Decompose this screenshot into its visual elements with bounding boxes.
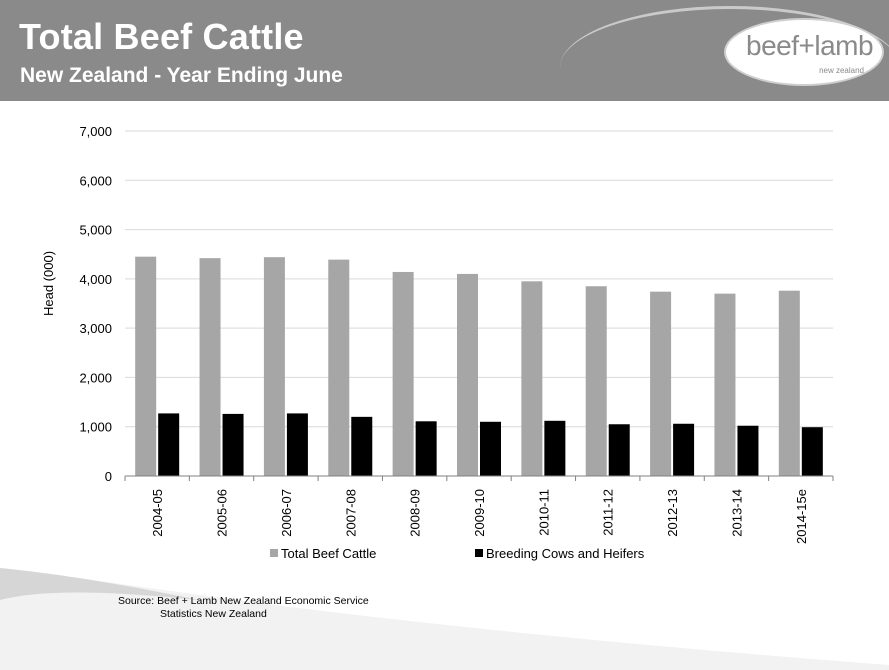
x-tick-label: 2006-07: [279, 489, 294, 537]
bar-total-beef-cattle: [714, 293, 736, 476]
y-tick-label: 6,000: [79, 173, 112, 188]
x-tick-label: 2014-15e: [794, 489, 809, 544]
legend-label: Breeding Cows and Heifers: [486, 546, 645, 561]
page-title: Total Beef Cattle: [19, 16, 304, 57]
bar-total-beef-cattle: [135, 256, 157, 476]
bar-breeding-cows-heifers: [351, 416, 373, 476]
bar-breeding-cows-heifers: [286, 413, 308, 476]
x-tick-label: 2009-10: [472, 489, 487, 537]
logo-text: beef+lamb: [746, 30, 874, 61]
legend-swatch: [270, 549, 278, 557]
source-line-2: Statistics New Zealand: [160, 608, 267, 620]
source-line-1: Source: Beef + Lamb New Zealand Economic…: [118, 595, 369, 607]
source-note: Source: Beef + Lamb New Zealand Economic…: [118, 595, 369, 621]
y-tick-label: 2,000: [79, 370, 112, 385]
bar-breeding-cows-heifers: [608, 424, 630, 476]
bar-breeding-cows-heifers: [415, 421, 437, 476]
x-tick-label: 2011-12: [601, 489, 616, 536]
bars: [135, 256, 823, 476]
bar-breeding-cows-heifers: [158, 413, 180, 476]
bar-breeding-cows-heifers: [222, 413, 244, 476]
bar-chart: 0 1,000 2,000 3,000 4,000 5,000 6,000 7,000 2004…: [41, 124, 834, 561]
bar-total-beef-cattle: [778, 290, 800, 476]
x-tick-label: 2004-05: [150, 489, 165, 537]
y-tick-label: 4,000: [79, 272, 112, 287]
bar-breeding-cows-heifers: [544, 420, 566, 476]
y-tick-label: 0: [105, 469, 112, 484]
y-tick-label: 3,000: [79, 321, 112, 336]
legend-swatch: [475, 549, 483, 557]
beef-lamb-logo: beef+lamb new zealand: [724, 18, 884, 86]
decorative-swoosh: [0, 568, 889, 670]
page-subtitle: New Zealand - Year Ending June: [20, 64, 343, 87]
y-tick-label: 7,000: [79, 124, 112, 139]
x-tick-label: 2005-06: [215, 489, 230, 537]
bar-total-beef-cattle: [263, 257, 285, 476]
axes: 0 1,000 2,000 3,000 4,000 5,000 6,000 7,000 2004…: [79, 124, 834, 544]
bar-breeding-cows-heifers: [801, 427, 823, 476]
bar-breeding-cows-heifers: [737, 425, 759, 476]
y-axis-label: Head (000): [41, 251, 56, 316]
bar-total-beef-cattle: [457, 273, 478, 476]
y-tick-label: 5,000: [79, 223, 112, 238]
bar-breeding-cows-heifers: [480, 421, 501, 476]
legend-label: Total Beef Cattle: [281, 546, 376, 561]
bar-total-beef-cattle: [521, 281, 543, 476]
bar-total-beef-cattle: [328, 259, 350, 476]
logo-subtext: new zealand: [819, 66, 864, 75]
bar-total-beef-cattle: [392, 271, 414, 476]
y-tick-label: 1,000: [79, 420, 112, 435]
x-tick-label: 2012-13: [665, 489, 680, 537]
legend: Total Beef Cattle Breeding Cows and Heife…: [270, 546, 645, 561]
x-tick-label: 2007-08: [343, 489, 358, 537]
bar-total-beef-cattle: [199, 258, 221, 476]
banner-highlight: [560, 6, 889, 129]
x-tick-label: 2008-09: [408, 489, 423, 537]
x-tick-label: 2010-11: [536, 489, 551, 536]
bar-breeding-cows-heifers: [673, 423, 695, 476]
bar-total-beef-cattle: [650, 291, 672, 476]
bar-total-beef-cattle: [585, 286, 607, 476]
title-banner: Total Beef Cattle New Zealand - Year End…: [0, 0, 889, 101]
x-tick-label: 2013-14: [729, 489, 744, 537]
